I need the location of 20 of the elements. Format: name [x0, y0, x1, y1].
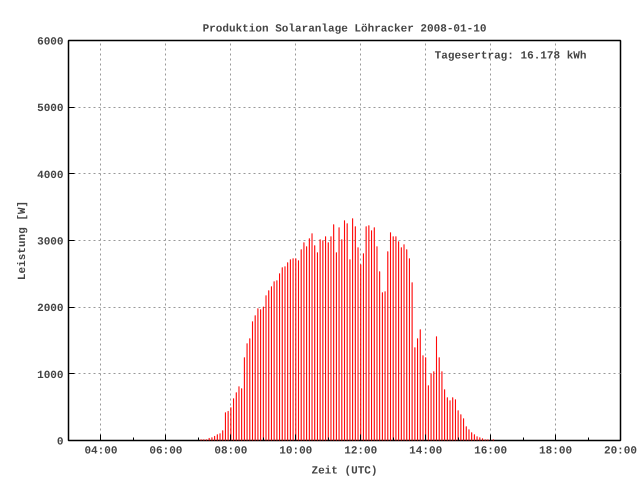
chart-title: Produktion Solaranlage Löhracker 2008-01-10: [202, 24, 486, 36]
y-tick-label: 5000: [37, 103, 64, 116]
y-tick-label: 0: [56, 436, 64, 448]
x-tick-label: 10:00: [279, 446, 312, 458]
x-tick-label: 20:00: [604, 446, 638, 458]
x-tick-label: 18:00: [539, 446, 572, 458]
x-tick-label: 08:00: [214, 446, 248, 458]
x-axis-title: Zeit (UTC): [311, 466, 378, 478]
x-tick-label: 12:00: [344, 446, 378, 458]
y-tick-label: 3000: [37, 236, 64, 248]
x-tick-label: 14:00: [409, 446, 442, 458]
y-tick-label: 4000: [37, 170, 64, 182]
annotation: Tagesertrag: 16.178 kWh: [434, 50, 587, 62]
y-axis-title: Leistung [W]: [17, 200, 30, 280]
y-tick-label: 1000: [37, 370, 64, 382]
y-tick-label: 6000: [37, 36, 64, 48]
x-tick-label: 04:00: [84, 446, 118, 458]
y-tick-label: 2000: [37, 303, 64, 316]
x-tick-label: 16:00: [474, 446, 508, 458]
x-tick-label: 06:00: [149, 446, 182, 458]
